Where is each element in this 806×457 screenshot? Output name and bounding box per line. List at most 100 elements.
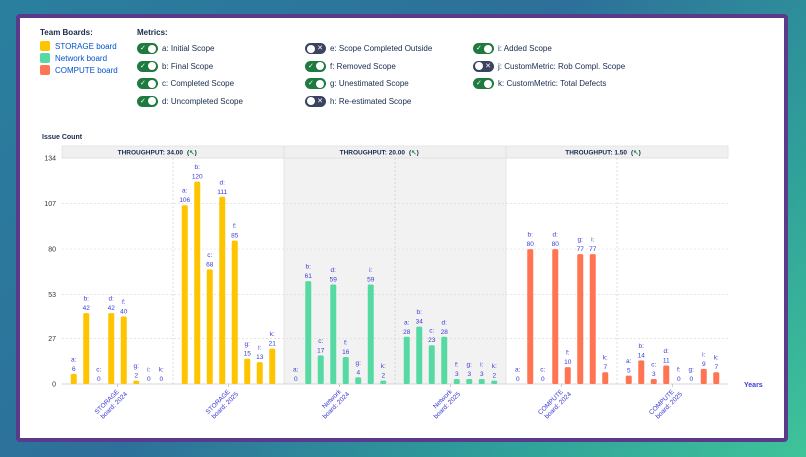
metric-label: h: Re-estimated Scope: [330, 96, 412, 106]
data-label-key: f:: [677, 367, 681, 374]
toggle-switch[interactable]: ✓: [305, 78, 326, 90]
data-label-key: i:: [480, 361, 483, 368]
data-label-key: c:: [207, 252, 212, 259]
metric-toggle-h[interactable]: ✕ h: Re-estimated Scope: [305, 93, 473, 111]
data-label-key: g:: [245, 341, 251, 348]
data-label-key: d:: [442, 319, 448, 326]
data-label-key: b:: [195, 164, 201, 171]
bar-c: [317, 355, 324, 384]
toggle-switch[interactable]: ✓: [137, 95, 158, 107]
data-label-key: d:: [664, 348, 670, 355]
data-label-key: g:: [689, 367, 695, 374]
data-label-value: 59: [330, 276, 338, 283]
metric-toggle-a[interactable]: ✓ a: Initial Scope: [137, 40, 305, 58]
bar-a: [403, 336, 410, 384]
bar-a: [181, 205, 188, 384]
data-label-value: 9: [702, 361, 706, 368]
bar-d: [663, 365, 670, 384]
legend-item-board[interactable]: Network board: [40, 52, 118, 64]
check-icon: ✓: [140, 80, 146, 88]
bar-a: [70, 373, 77, 384]
data-label-key: c:: [96, 367, 101, 374]
metric-toggle-f[interactable]: ✓ f: Removed Scope: [305, 58, 473, 76]
data-label-key: b:: [306, 264, 312, 271]
metric-toggle-e[interactable]: ✕ e: Scope Completed Outside: [305, 40, 473, 58]
y-tick-label: 27: [48, 336, 56, 343]
throughput-label: THROUGHPUT: 34.00: [118, 150, 184, 157]
toggle-switch[interactable]: ✓: [137, 78, 158, 90]
data-label-key: g:: [356, 360, 362, 367]
data-label-value: 0: [147, 376, 151, 383]
trend-arrow-icon: (↖): [631, 150, 641, 157]
x-tick-label: COMPUTEboard: 2024: [537, 385, 573, 421]
toggle-switch[interactable]: ✕: [473, 60, 494, 72]
data-label-key: b:: [417, 309, 423, 316]
y-tick-label: 107: [44, 201, 56, 208]
metric-toggle-k[interactable]: ✓ k: CustomMetric: Total Defects: [473, 75, 641, 93]
bar-b: [638, 360, 645, 384]
metric-label: j: CustomMetric: Rob Compl. Scope: [498, 61, 626, 71]
data-label-value: 21: [269, 341, 277, 348]
board-name: Network board: [55, 53, 108, 63]
data-label-key: a:: [515, 367, 521, 374]
bar-c: [206, 269, 213, 384]
x-tick-label: STORAGEboard: 2025: [205, 385, 241, 421]
data-label-key: f:: [455, 361, 459, 368]
bar-k: [713, 372, 720, 384]
data-label-value: 17: [317, 347, 325, 354]
data-label-value: 28: [441, 329, 449, 336]
data-label-value: 3: [455, 371, 459, 378]
data-label-key: f:: [344, 340, 348, 347]
toggle-switch[interactable]: ✓: [473, 43, 494, 55]
board-name: COMPUTE board: [55, 65, 118, 75]
data-label-key: b:: [528, 232, 534, 239]
data-label-value: 77: [589, 246, 597, 253]
bar-f: [231, 240, 238, 384]
data-label-value: 16: [342, 349, 350, 356]
y-tick-label: 53: [48, 292, 56, 299]
board-color-swatch: [40, 41, 50, 51]
data-label-key: i:: [258, 345, 261, 352]
data-label-value: 2: [134, 373, 138, 380]
metric-toggle-b[interactable]: ✓ b: Final Scope: [137, 58, 305, 76]
toggle-switch[interactable]: ✕: [305, 95, 326, 107]
data-label-value: 4: [356, 369, 360, 376]
data-label-value: 5: [627, 368, 631, 375]
x-tick-label: COMPUTEboard: 2025: [648, 385, 684, 421]
legend-item-board[interactable]: STORAGE board: [40, 40, 118, 52]
metric-toggle-j[interactable]: ✕ j: CustomMetric: Rob Compl. Scope: [473, 58, 641, 76]
toggle-switch[interactable]: ✓: [473, 78, 494, 90]
data-label-value: 80: [552, 241, 560, 248]
data-label-key: k:: [270, 331, 275, 338]
toggle-switch[interactable]: ✕: [305, 43, 326, 55]
bar-b: [416, 326, 423, 384]
data-label-value: 3: [480, 371, 484, 378]
x-icon: ✕: [485, 62, 491, 70]
toggle-switch[interactable]: ✓: [305, 60, 326, 72]
data-label-key: i:: [591, 237, 594, 244]
y-tick-label: 80: [48, 247, 56, 254]
legend-title: Team Boards:: [40, 28, 93, 37]
data-label-value: 68: [206, 261, 214, 268]
metric-toggle-i[interactable]: ✓ i: Added Scope: [473, 40, 641, 58]
metric-toggle-g[interactable]: ✓ g: Unestimated Scope: [305, 75, 473, 93]
metric-label: e: Scope Completed Outside: [330, 44, 433, 54]
metric-toggle-c[interactable]: ✓ c: Completed Scope: [137, 75, 305, 93]
data-label-key: a:: [404, 319, 410, 326]
bar-f: [453, 378, 460, 384]
toggle-switch[interactable]: ✓: [137, 43, 158, 55]
y-axis-title: Issue Count: [42, 134, 83, 141]
section-background: [284, 146, 506, 384]
toggle-switch[interactable]: ✓: [137, 60, 158, 72]
data-label-value: 111: [217, 189, 227, 196]
bar-d: [441, 336, 448, 384]
bar-c: [428, 345, 435, 384]
data-label-value: 80: [527, 241, 535, 248]
legend-item-board[interactable]: COMPUTE board: [40, 64, 118, 76]
bar-f: [342, 357, 349, 384]
data-label-key: k:: [159, 367, 164, 374]
metric-toggle-d[interactable]: ✓ d: Uncompleted Scope: [137, 93, 305, 111]
data-label-value: 120: [192, 174, 203, 181]
data-label-value: 0: [159, 376, 163, 383]
